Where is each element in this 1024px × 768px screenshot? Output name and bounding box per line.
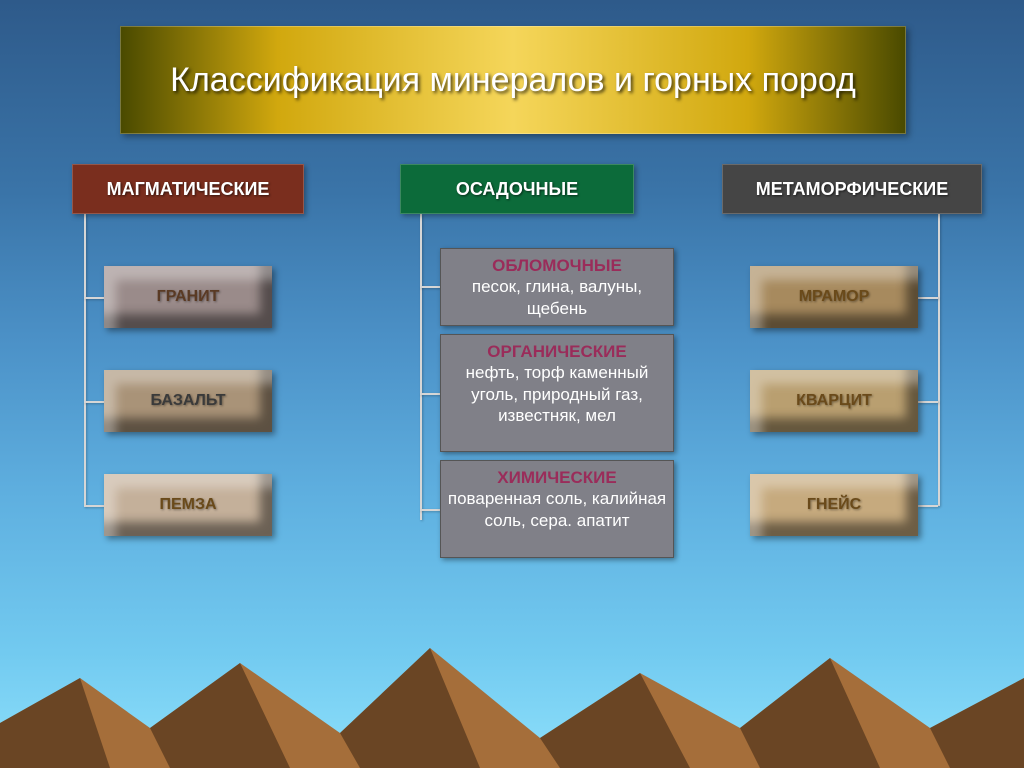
slide-stage: Классификация минералов и горных пород М… (0, 0, 1024, 768)
category-metamorphic: МЕТАМОРФИЧЕСКИЕ (722, 164, 982, 214)
sed-organic: ОРГАНИЧЕСКИЕ нефть, торф каменный уголь,… (440, 334, 674, 452)
sed-organic-header: ОРГАНИЧЕСКИЕ (447, 341, 667, 362)
category-sedimentary: ОСАДОЧНЫЕ (400, 164, 634, 214)
rock-quartzite: КВАРЦИТ (750, 370, 918, 432)
rock-pumice: ПЕМЗА (104, 474, 272, 536)
title-banner: Классификация минералов и горных пород (120, 26, 906, 134)
rock-label: ГРАНИТ (157, 288, 220, 306)
rock-label: БАЗАЛЬТ (150, 392, 225, 410)
category-magmatic: МАГМАТИЧЕСКИЕ (72, 164, 304, 214)
center-trunk (420, 214, 422, 520)
rock-label: ПЕМЗА (159, 496, 216, 514)
title-text: Классификация минералов и горных пород (170, 60, 856, 101)
connector-branch (420, 286, 440, 288)
left-trunk (84, 214, 86, 506)
sed-organic-body: нефть, торф каменный уголь, природный га… (447, 362, 667, 426)
sed-clastic: ОБЛОМОЧНЫЕ песок, глина, валуны, щебень (440, 248, 674, 326)
sed-chemical-header: ХИМИЧЕСКИЕ (447, 467, 667, 488)
connector-branch (420, 509, 440, 511)
rock-label: КВАРЦИТ (796, 392, 872, 410)
category-label: МЕТАМОРФИЧЕСКИЕ (756, 179, 949, 200)
right-trunk (938, 214, 940, 506)
connector-branch (84, 297, 104, 299)
rock-label: МРАМОР (799, 288, 870, 306)
rock-granite: ГРАНИТ (104, 266, 272, 328)
connector-branch (84, 505, 104, 507)
rock-marble: МРАМОР (750, 266, 918, 328)
category-label: МАГМАТИЧЕСКИЕ (107, 179, 270, 200)
connector-branch (918, 505, 938, 507)
rock-gneiss: ГНЕЙС (750, 474, 918, 536)
rock-basalt: БАЗАЛЬТ (104, 370, 272, 432)
connector-branch (420, 393, 440, 395)
sed-clastic-body: песок, глина, валуны, щебень (447, 276, 667, 319)
connector-branch (84, 401, 104, 403)
sed-chemical: ХИМИЧЕСКИЕ поваренная соль, калийная сол… (440, 460, 674, 558)
sed-clastic-header: ОБЛОМОЧНЫЕ (447, 255, 667, 276)
mountain-silhouette (0, 608, 1024, 768)
sed-chemical-body: поваренная соль, калийная соль, сера. ап… (447, 488, 667, 531)
category-label: ОСАДОЧНЫЕ (456, 179, 578, 200)
connector-branch (918, 401, 938, 403)
connector-branch (918, 297, 938, 299)
rock-label: ГНЕЙС (807, 496, 861, 514)
